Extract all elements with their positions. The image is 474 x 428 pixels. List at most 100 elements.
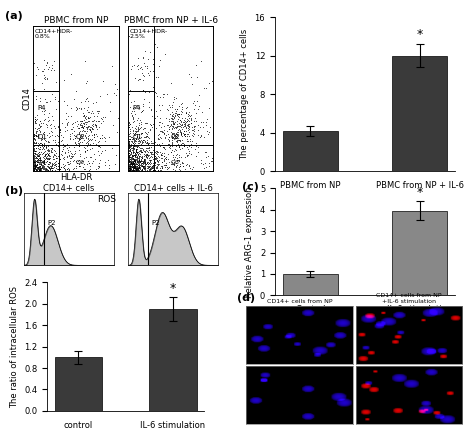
Point bbox=[46, 149, 53, 156]
Point bbox=[38, 160, 46, 167]
Point bbox=[32, 92, 40, 99]
Point bbox=[59, 141, 67, 148]
Point bbox=[189, 130, 197, 137]
Point bbox=[36, 167, 44, 174]
Point bbox=[135, 161, 142, 168]
Point bbox=[192, 153, 200, 160]
Point bbox=[146, 165, 154, 172]
Point bbox=[168, 125, 176, 131]
Point bbox=[42, 152, 49, 159]
Point bbox=[177, 101, 185, 107]
Point bbox=[128, 152, 136, 159]
Point bbox=[129, 155, 137, 162]
Point bbox=[160, 90, 167, 97]
Point bbox=[137, 131, 145, 138]
Point bbox=[125, 139, 132, 146]
Point bbox=[31, 135, 38, 142]
Point bbox=[159, 159, 166, 166]
Point bbox=[141, 158, 148, 165]
Point bbox=[126, 132, 134, 139]
Point bbox=[134, 160, 141, 167]
Point bbox=[135, 148, 142, 155]
Point bbox=[136, 139, 144, 146]
Point bbox=[42, 144, 50, 151]
Point bbox=[129, 163, 137, 170]
Point bbox=[124, 148, 132, 155]
Point bbox=[80, 137, 88, 144]
Point bbox=[36, 95, 44, 101]
Point bbox=[182, 124, 190, 131]
Point bbox=[203, 115, 211, 122]
Point bbox=[84, 77, 91, 84]
Point bbox=[125, 138, 132, 145]
Point bbox=[152, 155, 159, 161]
Point bbox=[40, 146, 48, 152]
Point bbox=[40, 165, 47, 172]
Point bbox=[33, 164, 41, 171]
Point bbox=[42, 107, 49, 114]
Point bbox=[142, 153, 150, 160]
Point bbox=[36, 124, 44, 131]
Point bbox=[39, 68, 47, 74]
Point bbox=[173, 106, 181, 113]
Point bbox=[124, 164, 132, 171]
Point bbox=[82, 129, 90, 136]
Point bbox=[128, 157, 135, 164]
Point bbox=[165, 124, 173, 131]
Point bbox=[161, 155, 168, 162]
Point bbox=[32, 162, 39, 169]
Point bbox=[124, 141, 132, 148]
Point bbox=[125, 164, 133, 171]
Point bbox=[128, 137, 136, 144]
Point bbox=[30, 60, 38, 67]
Point bbox=[31, 136, 39, 143]
Point bbox=[127, 167, 135, 174]
Point bbox=[148, 149, 156, 155]
Point bbox=[180, 160, 187, 167]
Point bbox=[125, 140, 132, 147]
Point bbox=[56, 166, 64, 172]
Point bbox=[84, 104, 91, 111]
Point bbox=[128, 147, 136, 154]
Point bbox=[127, 155, 135, 162]
Point bbox=[184, 137, 192, 144]
Point bbox=[168, 146, 176, 153]
Point bbox=[98, 131, 106, 138]
Point bbox=[169, 142, 176, 149]
Point bbox=[134, 151, 141, 158]
Point bbox=[131, 159, 139, 166]
Point bbox=[143, 150, 151, 157]
Point bbox=[156, 167, 164, 174]
Point bbox=[108, 63, 115, 70]
Point bbox=[34, 155, 41, 162]
Point bbox=[126, 166, 134, 172]
Point bbox=[30, 165, 37, 172]
Point bbox=[55, 163, 63, 170]
Point bbox=[138, 166, 146, 172]
Point bbox=[129, 135, 137, 142]
Point bbox=[36, 146, 44, 153]
Point bbox=[30, 147, 37, 154]
Point bbox=[31, 149, 39, 156]
Point bbox=[80, 128, 88, 134]
Point bbox=[169, 134, 176, 141]
Point bbox=[135, 166, 142, 173]
Point bbox=[124, 160, 132, 166]
Point bbox=[53, 165, 61, 172]
Point bbox=[182, 150, 190, 157]
Y-axis label: The percentage of CD14+ cells: The percentage of CD14+ cells bbox=[240, 29, 249, 160]
Point bbox=[62, 166, 69, 173]
Point bbox=[113, 85, 120, 92]
Point bbox=[168, 131, 175, 138]
Point bbox=[162, 159, 170, 166]
Point bbox=[129, 144, 137, 151]
Point bbox=[126, 163, 134, 169]
Point bbox=[138, 155, 146, 161]
Point bbox=[126, 166, 134, 172]
Point bbox=[63, 140, 71, 147]
Point bbox=[45, 163, 53, 170]
Point bbox=[149, 167, 156, 174]
Point bbox=[164, 156, 172, 163]
Point bbox=[174, 126, 182, 133]
Point bbox=[125, 149, 133, 156]
